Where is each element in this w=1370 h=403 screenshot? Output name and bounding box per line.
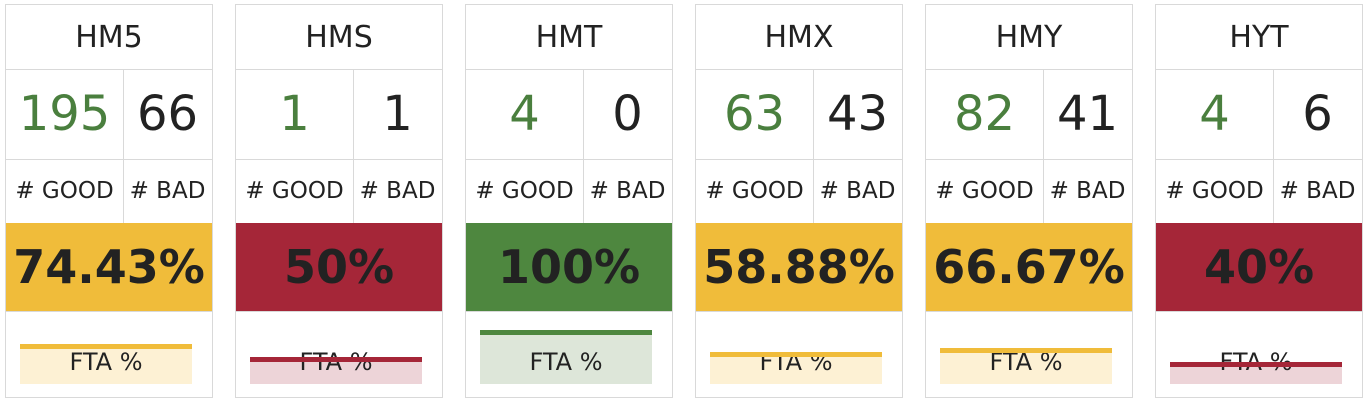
good-label: # GOOD: [236, 159, 354, 223]
fta-label: FTA %: [759, 348, 833, 376]
fta-level-line: [940, 347, 1112, 353]
fta-gauge: FTA %: [480, 330, 652, 384]
kpi-card[interactable]: HYT 4 6 # GOOD # BAD 40% FTA %: [1155, 4, 1363, 398]
card-title: HMY: [926, 5, 1132, 70]
good-label: # GOOD: [466, 159, 584, 223]
fta-level-line: [480, 330, 652, 335]
bad-count: 41: [1043, 69, 1132, 160]
bad-count: 0: [583, 69, 672, 160]
percent-banner: 100%: [466, 223, 672, 311]
good-label: # GOOD: [696, 159, 814, 223]
fta-gauge: FTA %: [20, 343, 192, 384]
good-label: # GOOD: [6, 159, 124, 223]
percent-banner: 50%: [236, 223, 442, 311]
kpi-card[interactable]: HMX 63 43 # GOOD # BAD 58.88% FTA %: [695, 4, 903, 398]
bad-label: # BAD: [819, 178, 896, 204]
bad-count: 66: [123, 69, 212, 160]
fta-label: FTA %: [299, 348, 373, 376]
good-count: 195: [6, 69, 124, 160]
fta-label: FTA %: [529, 348, 603, 376]
card-title: HMX: [696, 5, 902, 70]
fta-gauge-fill: [710, 352, 882, 384]
percent-banner: 58.88%: [696, 223, 902, 311]
good-count: 4: [466, 69, 584, 160]
divider: [926, 311, 1132, 312]
kpi-card[interactable]: HMS 1 1 # GOOD # BAD 50% FTA %: [235, 4, 443, 398]
fta-gauge-fill: [480, 330, 652, 384]
divider: [236, 311, 442, 312]
card-title: HMT: [466, 5, 672, 70]
bad-label: # BAD: [359, 178, 436, 204]
card-title: HMS: [236, 5, 442, 70]
fta-level-line: [710, 352, 882, 358]
kpi-card[interactable]: HMT 4 0 # GOOD # BAD 100% FTA %: [465, 4, 673, 398]
fta-label: FTA %: [69, 348, 143, 376]
bad-label: # BAD: [589, 178, 666, 204]
good-count: 4: [1156, 69, 1274, 160]
good-count: 1: [236, 69, 354, 160]
fta-gauge: FTA %: [710, 348, 882, 384]
bad-count: 43: [813, 69, 902, 160]
bad-count: 6: [1273, 69, 1362, 160]
divider: [696, 311, 902, 312]
good-count: 82: [926, 69, 1044, 160]
fta-label: FTA %: [1170, 342, 1342, 382]
fta-gauge-fill: [940, 347, 1112, 384]
percent-banner: 40%: [1156, 223, 1362, 311]
percent-banner: 74.43%: [6, 223, 212, 311]
bad-count: 1: [353, 69, 442, 160]
fta-level-line: [20, 343, 192, 349]
bad-label: # BAD: [1279, 178, 1356, 204]
fta-gauge-fill: [1170, 362, 1342, 384]
fta-level-line: [250, 357, 422, 362]
bad-label: # BAD: [1049, 178, 1126, 204]
fta-gauge: FTA %: [1170, 348, 1342, 384]
fta-gauge: FTA %: [250, 348, 422, 384]
good-label: # GOOD: [1156, 159, 1274, 223]
card-title: HM5: [6, 5, 212, 70]
good-count: 63: [696, 69, 814, 160]
kpi-card[interactable]: HM5 195 66 # GOOD # BAD 74.43% FTA %: [5, 4, 213, 398]
percent-banner: 66.67%: [926, 223, 1132, 311]
divider: [6, 311, 212, 312]
fta-gauge-fill: [20, 343, 192, 384]
fta-gauge: FTA %: [940, 347, 1112, 384]
good-label: # GOOD: [926, 159, 1044, 223]
card-title: HYT: [1156, 5, 1362, 70]
divider: [466, 311, 672, 312]
divider: [1156, 311, 1362, 312]
fta-level-line: [1170, 362, 1342, 368]
bad-label: # BAD: [129, 178, 206, 204]
kpi-card[interactable]: HMY 82 41 # GOOD # BAD 66.67% FTA %: [925, 4, 1133, 398]
